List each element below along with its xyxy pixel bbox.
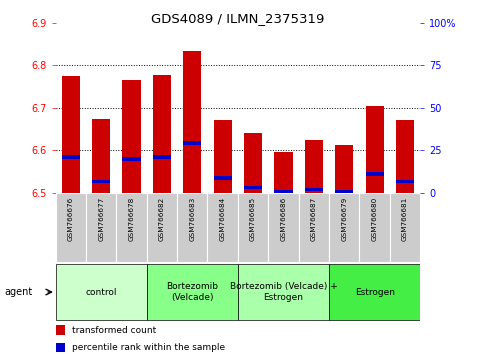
Bar [147, 264, 238, 320]
Text: GSM766680: GSM766680 [371, 196, 378, 241]
Bar [305, 188, 323, 191]
Bar [238, 193, 268, 262]
Bar [335, 189, 354, 193]
Bar [183, 141, 201, 144]
Text: GSM766679: GSM766679 [341, 196, 347, 241]
Text: Estrogen: Estrogen [355, 287, 395, 297]
Bar [396, 180, 414, 183]
Bar [238, 264, 329, 320]
Bar [366, 106, 384, 193]
Bar [62, 76, 80, 193]
Bar [86, 193, 116, 262]
Bar [183, 51, 201, 193]
Bar [244, 186, 262, 189]
Text: GSM766677: GSM766677 [98, 196, 104, 241]
Text: GSM766681: GSM766681 [402, 196, 408, 241]
Text: GSM766676: GSM766676 [68, 196, 74, 241]
Bar [92, 180, 110, 183]
Bar [147, 193, 177, 262]
Text: GSM766682: GSM766682 [159, 196, 165, 241]
Bar [359, 193, 390, 262]
Bar [177, 193, 208, 262]
Text: GDS4089 / ILMN_2375319: GDS4089 / ILMN_2375319 [151, 12, 325, 25]
Bar [390, 193, 420, 262]
Bar [329, 264, 420, 320]
Text: GSM766685: GSM766685 [250, 196, 256, 241]
Bar [274, 190, 293, 194]
Bar [122, 157, 141, 161]
Text: GSM766684: GSM766684 [220, 196, 226, 241]
Bar [153, 75, 171, 193]
Text: GSM766678: GSM766678 [128, 196, 135, 241]
Bar [62, 155, 80, 159]
Bar [56, 193, 86, 262]
Bar [56, 264, 147, 320]
Text: transformed count: transformed count [72, 326, 156, 335]
Bar [244, 133, 262, 193]
Bar [208, 193, 238, 262]
Text: agent: agent [5, 287, 33, 297]
Bar [116, 193, 147, 262]
Bar [213, 176, 232, 180]
Bar [305, 140, 323, 193]
Bar [335, 145, 354, 193]
Bar [56, 325, 65, 335]
Bar [213, 120, 232, 193]
Bar [274, 152, 293, 193]
Bar [298, 193, 329, 262]
Bar [153, 155, 171, 159]
Bar [122, 80, 141, 193]
Text: percentile rank within the sample: percentile rank within the sample [72, 343, 225, 352]
Text: GSM766686: GSM766686 [281, 196, 286, 241]
Bar [92, 119, 110, 193]
Bar [366, 172, 384, 176]
Bar [56, 343, 65, 353]
Text: control: control [85, 287, 117, 297]
Text: Bortezomib (Velcade) +
Estrogen: Bortezomib (Velcade) + Estrogen [229, 282, 337, 302]
Text: Bortezomib
(Velcade): Bortezomib (Velcade) [166, 282, 218, 302]
Bar [329, 193, 359, 262]
Bar [268, 193, 298, 262]
Text: GSM766683: GSM766683 [189, 196, 195, 241]
Bar [396, 120, 414, 193]
Text: GSM766687: GSM766687 [311, 196, 317, 241]
